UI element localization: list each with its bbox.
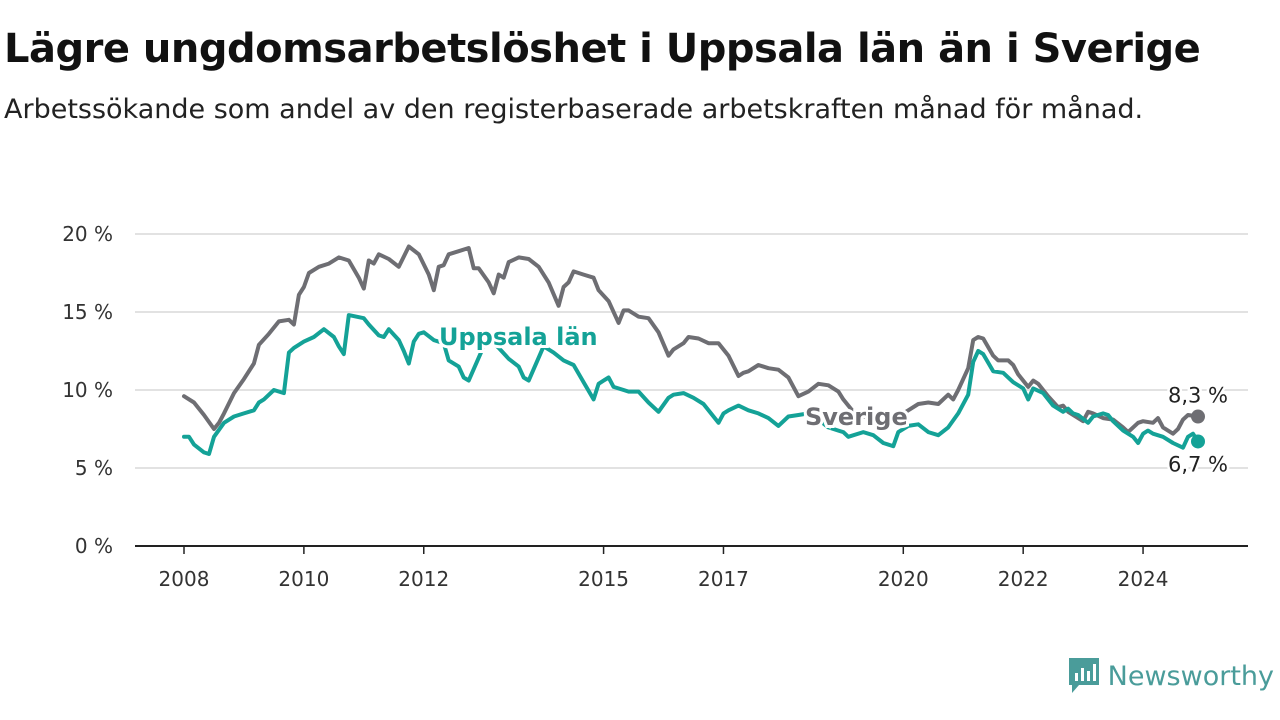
newsworthy-logo-icon xyxy=(1068,658,1099,693)
end-label-uppsala-lan: 6,7 % xyxy=(1168,452,1228,476)
x-tick-label: 2008 xyxy=(159,567,210,591)
grid-lines xyxy=(135,233,1248,469)
chart-title: Lägre ungdomsarbetslöshet i Uppsala län … xyxy=(4,26,1201,72)
y-tick-label: 15 % xyxy=(62,300,113,324)
x-tick-label: 2010 xyxy=(278,567,329,591)
x-tick-label: 2024 xyxy=(1118,567,1169,591)
brand-name: Newsworthy xyxy=(1107,660,1274,692)
y-axis: 0 % 5 % 10 % 15 % 20 % xyxy=(62,222,113,558)
y-tick-label: 10 % xyxy=(62,378,113,402)
newsworthy-brand[interactable]: Newsworthy xyxy=(1066,656,1274,696)
series-line-sverige xyxy=(182,244,1200,436)
series-line-uppsala-lan xyxy=(182,313,1200,456)
series-lines xyxy=(182,244,1205,456)
x-tick-label: 2017 xyxy=(698,567,749,591)
x-tick-label: 2020 xyxy=(878,567,929,591)
y-tick-label: 0 % xyxy=(75,534,113,558)
x-tick-label: 2022 xyxy=(998,567,1049,591)
chart-subtitle: Arbetssökande som andel av den registerb… xyxy=(4,94,1144,125)
end-point-uppsala-lan xyxy=(1191,434,1205,449)
x-axis: 2008 2010 2012 2015 2017 2020 2022 2024 xyxy=(135,545,1248,591)
y-tick-label: 20 % xyxy=(62,222,113,246)
y-tick-label: 5 % xyxy=(75,456,113,480)
end-label-sverige: 8,3 % xyxy=(1168,384,1228,408)
x-tick-label: 2015 xyxy=(578,567,629,591)
series-label-sverige: Sverige xyxy=(805,403,908,431)
series-label-uppsala-lan: Uppsala län xyxy=(439,323,598,351)
end-point-sverige xyxy=(1191,409,1205,424)
x-tick-label: 2012 xyxy=(398,567,449,591)
series-labels: Uppsala län Sverige 8,3 % 6,7 % xyxy=(436,320,1231,479)
